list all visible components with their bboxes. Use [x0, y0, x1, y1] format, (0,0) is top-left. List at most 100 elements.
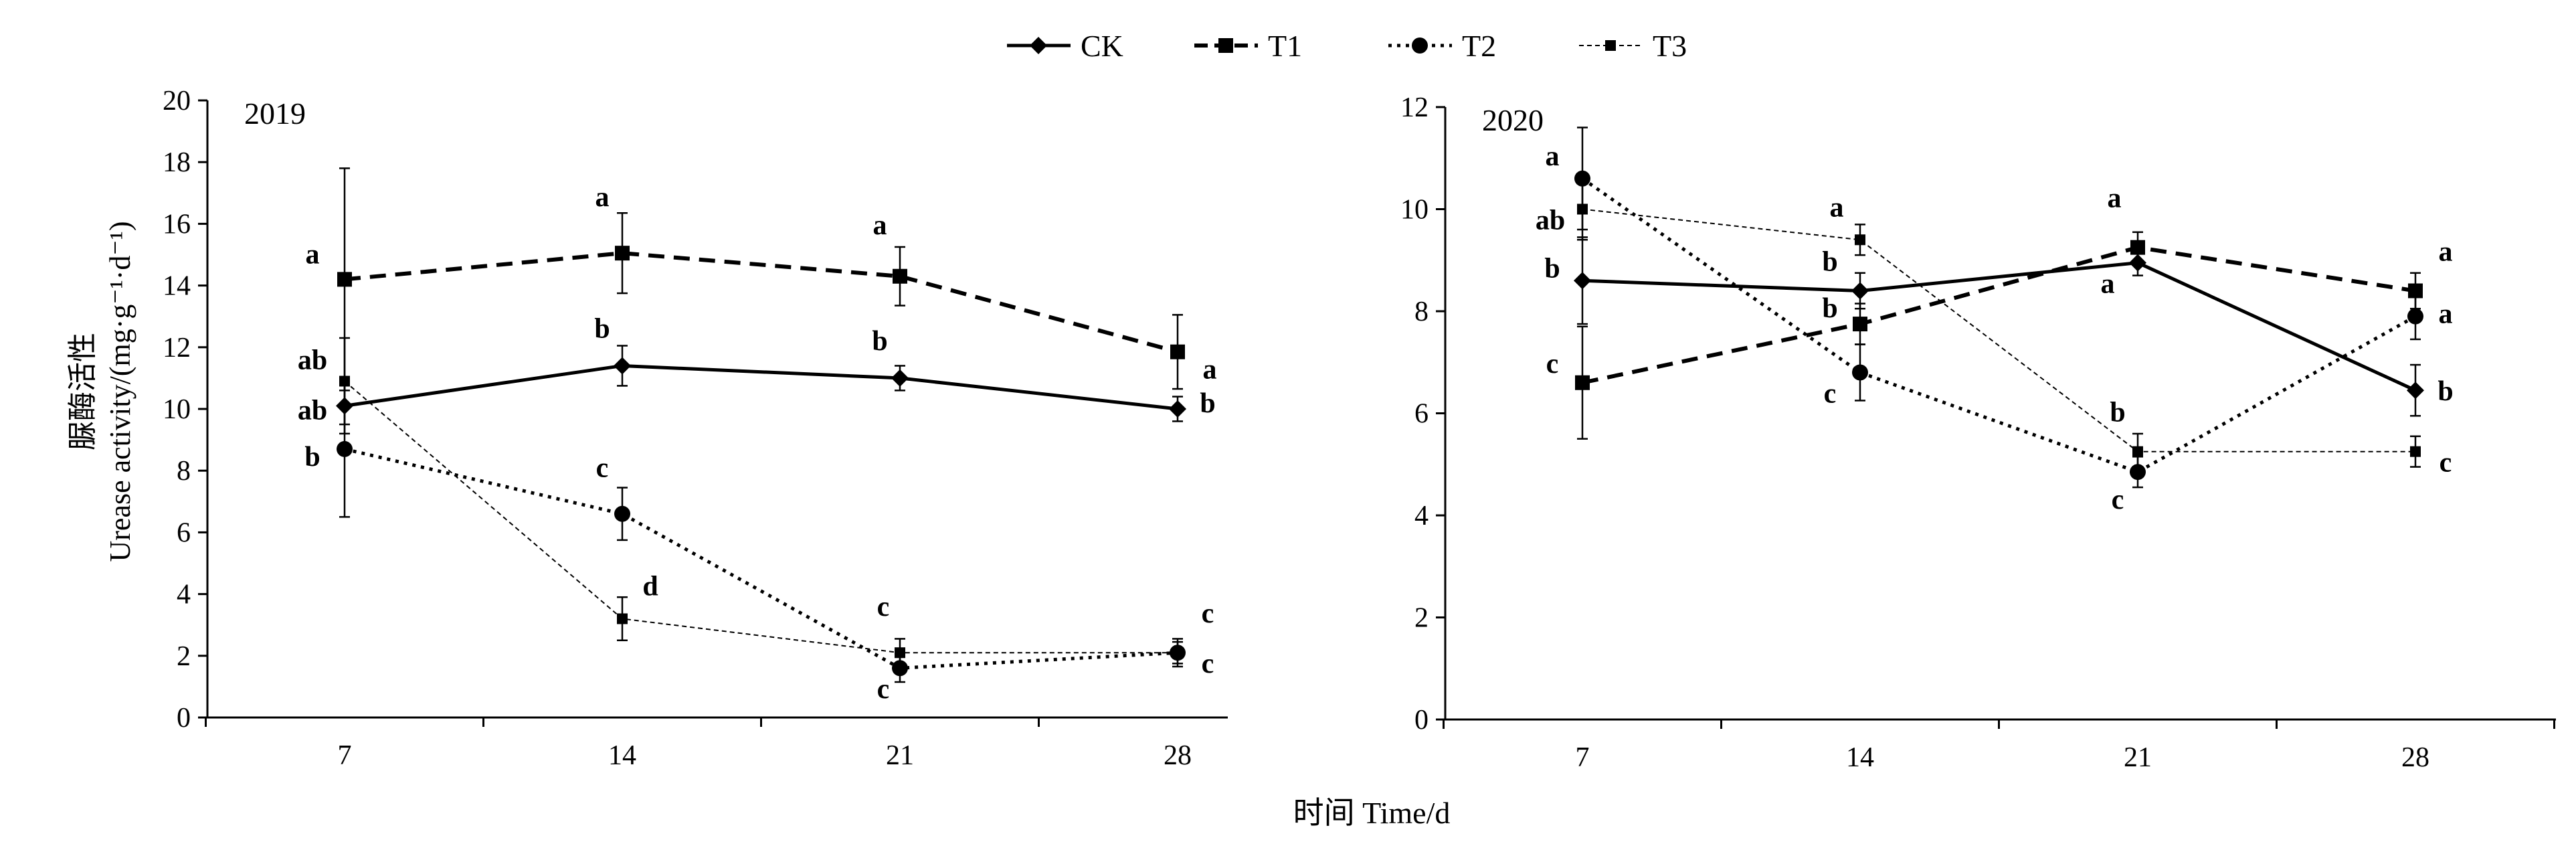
data-point	[615, 246, 630, 261]
significance-letter: b	[304, 442, 320, 473]
data-point	[1172, 647, 1183, 659]
y-tick-label: 4	[177, 580, 191, 610]
y-tick-label: 2	[1414, 603, 1429, 634]
y-axis-title-en: Urease activity/(mg·g⁻¹·d⁻¹)	[104, 222, 136, 562]
significance-letter: a	[2439, 299, 2453, 330]
data-point	[1855, 234, 1865, 246]
data-point	[1574, 272, 1591, 290]
significance-letter: a	[873, 210, 887, 241]
y-tick-label: 10	[1400, 195, 1429, 226]
y-tick-label: 2	[177, 641, 191, 672]
significance-letter: a	[1203, 355, 1217, 386]
significance-letter: a	[2108, 183, 2122, 214]
data-point	[2407, 382, 2424, 400]
significance-letter: ab	[298, 395, 327, 426]
significance-letter: b	[594, 313, 610, 344]
legend-label: T3	[1653, 29, 1687, 63]
y-tick-label: 16	[163, 209, 191, 240]
series-line	[1582, 208, 2415, 452]
data-point	[2410, 446, 2421, 457]
data-point	[337, 440, 353, 457]
legend-label: T2	[1462, 29, 1496, 63]
series-t2: a c c a	[1546, 126, 2453, 515]
significance-letter: b	[1822, 247, 1837, 278]
significance-letter: c	[2440, 448, 2452, 479]
significance-letter: a	[1546, 141, 1560, 172]
data-point	[2408, 283, 2423, 299]
significance-letter: c	[1202, 598, 1214, 629]
x-tick-label: 14	[1846, 742, 1874, 773]
data-point	[1577, 203, 1588, 215]
significance-letter: c	[877, 592, 890, 622]
data-point	[892, 660, 908, 677]
data-point	[614, 505, 630, 522]
significance-letter: b	[1544, 253, 1560, 284]
significance-letter: c	[2112, 485, 2124, 515]
significance-letter: b	[872, 326, 887, 357]
data-point	[2130, 240, 2145, 255]
data-point	[1851, 282, 1869, 300]
series-line	[344, 251, 1178, 354]
series-line	[344, 447, 1178, 670]
legend-marker	[1218, 38, 1233, 53]
y-tick-label: 18	[163, 147, 191, 178]
significance-letter: ab	[1536, 205, 1565, 236]
data-point	[617, 613, 628, 624]
y-axis-title-cn: 脲酶活性	[66, 333, 99, 450]
y-axis-title: 脲酶活性 Urease activity/(mg·g⁻¹·d⁻¹)	[66, 222, 136, 562]
series-ck: b bab	[1544, 236, 2454, 417]
x-tick-label: 14	[608, 740, 636, 771]
significance-letter: a	[2439, 237, 2453, 268]
series-line	[1581, 177, 2417, 474]
significance-letter: c	[877, 674, 890, 705]
y-tick-label: 12	[163, 333, 191, 363]
data-point	[614, 357, 631, 375]
significance-letter: b	[2437, 376, 2453, 407]
data-point	[1853, 317, 1867, 332]
legend-marker	[1605, 40, 1616, 51]
data-point	[339, 375, 350, 387]
significance-letter: d	[642, 571, 658, 602]
legend-item-t2: T2	[1388, 29, 1496, 63]
series-line	[1582, 245, 2416, 385]
x-axis-title: 时间 Time/d	[1293, 796, 1451, 830]
legend-item-t3: T3	[1579, 29, 1687, 63]
y-tick-label: 14	[163, 271, 191, 302]
significance-letter: c	[1824, 379, 1837, 410]
data-point	[895, 647, 905, 659]
panel-title: 2019	[244, 96, 306, 131]
y-tick-label: 4	[1414, 501, 1429, 531]
y-tick-label: 8	[177, 456, 191, 487]
data-point	[2132, 446, 2143, 457]
data-point	[1170, 344, 1185, 359]
significance-letter: a	[2101, 269, 2115, 300]
significance-letter: c	[596, 453, 609, 484]
x-tick-label: 21	[2124, 742, 2152, 773]
significance-letter: c	[1546, 349, 1559, 379]
series-t1: a a a a	[306, 167, 1217, 392]
data-point	[2130, 464, 2146, 481]
data-point	[893, 268, 907, 284]
y-tick-label: 6	[1414, 399, 1429, 430]
legend-marker	[1030, 37, 1047, 54]
significance-letter: a	[306, 239, 320, 270]
y-tick-label: 20	[163, 86, 191, 116]
x-tick-label: 28	[1164, 740, 1192, 771]
series-line	[1582, 261, 2417, 392]
legend-label: T1	[1268, 29, 1302, 63]
y-tick-label: 10	[163, 394, 191, 425]
legend-item-ck: CK	[1007, 29, 1123, 63]
y-tick-label: 12	[1400, 92, 1429, 123]
significance-letter: b	[2110, 398, 2125, 428]
y-tick-label: 8	[1414, 297, 1429, 327]
x-tick-label: 28	[2401, 742, 2429, 773]
significance-letter: b	[1822, 293, 1837, 324]
y-tick-label: 0	[1414, 705, 1429, 736]
data-point	[1575, 375, 1590, 390]
panel-title: 2020	[1482, 103, 1544, 137]
significance-letter: b	[1200, 388, 1215, 419]
